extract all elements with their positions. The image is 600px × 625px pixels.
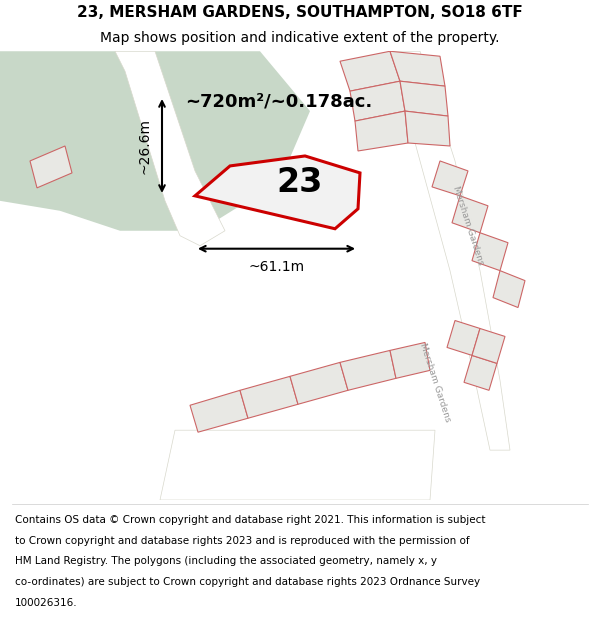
- Text: 100026316.: 100026316.: [15, 598, 77, 608]
- Polygon shape: [340, 51, 400, 91]
- Polygon shape: [447, 321, 480, 356]
- Polygon shape: [432, 161, 468, 196]
- Polygon shape: [240, 376, 298, 418]
- Polygon shape: [30, 146, 72, 188]
- Polygon shape: [472, 329, 505, 363]
- Polygon shape: [195, 156, 360, 229]
- Text: Mersham Gardens: Mersham Gardens: [451, 185, 485, 266]
- Text: 23, MERSHAM GARDENS, SOUTHAMPTON, SO18 6TF: 23, MERSHAM GARDENS, SOUTHAMPTON, SO18 6…: [77, 5, 523, 20]
- Text: co-ordinates) are subject to Crown copyright and database rights 2023 Ordnance S: co-ordinates) are subject to Crown copyr…: [15, 577, 480, 587]
- Text: 23: 23: [277, 166, 323, 199]
- Polygon shape: [115, 51, 225, 246]
- Text: ~61.1m: ~61.1m: [248, 259, 305, 274]
- Polygon shape: [390, 51, 445, 86]
- Text: Contains OS data © Crown copyright and database right 2021. This information is : Contains OS data © Crown copyright and d…: [15, 515, 485, 525]
- Polygon shape: [493, 271, 525, 308]
- Polygon shape: [400, 81, 448, 116]
- Text: HM Land Registry. The polygons (including the associated geometry, namely x, y: HM Land Registry. The polygons (includin…: [15, 556, 437, 566]
- Polygon shape: [290, 362, 348, 404]
- Polygon shape: [190, 390, 248, 432]
- Text: ~26.6m: ~26.6m: [137, 118, 151, 174]
- Polygon shape: [0, 51, 310, 231]
- Polygon shape: [350, 81, 405, 121]
- Polygon shape: [390, 342, 430, 378]
- Polygon shape: [464, 356, 497, 390]
- Text: ~720m²/~0.178ac.: ~720m²/~0.178ac.: [185, 92, 372, 110]
- Polygon shape: [390, 51, 510, 450]
- Polygon shape: [405, 111, 450, 146]
- Polygon shape: [340, 351, 396, 390]
- Text: Map shows position and indicative extent of the property.: Map shows position and indicative extent…: [100, 31, 500, 46]
- Polygon shape: [355, 111, 408, 151]
- Polygon shape: [452, 196, 488, 232]
- Text: to Crown copyright and database rights 2023 and is reproduced with the permissio: to Crown copyright and database rights 2…: [15, 536, 470, 546]
- Polygon shape: [472, 232, 508, 271]
- Text: Mersham Gardens: Mersham Gardens: [418, 342, 452, 423]
- Polygon shape: [160, 430, 435, 500]
